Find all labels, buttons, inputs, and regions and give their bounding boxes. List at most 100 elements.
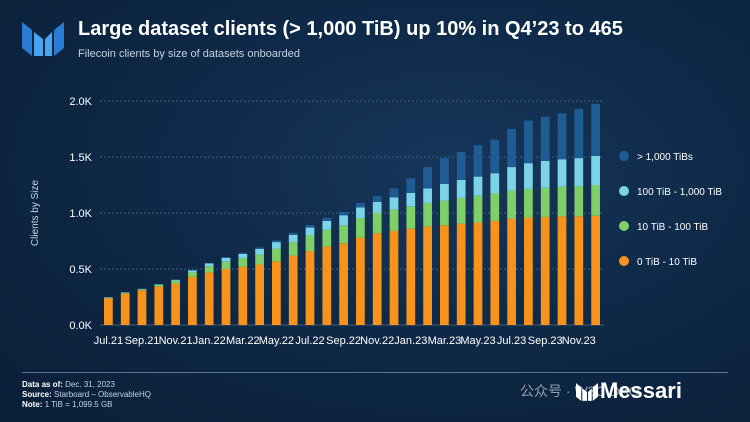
bar-segment — [456, 179, 466, 198]
legend-label: 0 TiB - 10 TiB — [637, 257, 697, 268]
bar-segment — [389, 188, 399, 198]
bar-segment — [339, 211, 348, 216]
bar-segment — [406, 206, 416, 229]
bar-segment — [456, 151, 466, 180]
bar-segment — [188, 270, 197, 273]
bar-segment — [120, 292, 130, 294]
x-tick-label: May.22 — [259, 335, 294, 347]
bar-segment — [524, 120, 533, 164]
bar-segment — [507, 190, 516, 219]
legend-label: 100 TiB - 1,000 TiB — [637, 187, 722, 198]
data-as-of-value: Dec. 31, 2023 — [65, 380, 115, 389]
bar-segment — [120, 292, 130, 293]
bar-segment — [238, 253, 248, 259]
bar-segment — [255, 254, 264, 265]
bar-segment — [372, 213, 382, 234]
bar-segment — [238, 266, 248, 325]
bar-segment — [171, 283, 180, 325]
bar-segment — [473, 222, 483, 325]
stacked-bar-chart: 0.0K 0.5K 1.0K 1.5K 2.0K Clients by Size Jul.2… — [30, 96, 722, 347]
messari-logo-icon — [22, 22, 64, 56]
bar-segment — [204, 263, 214, 267]
y-tick-label: 1.0K — [69, 208, 92, 220]
bar-segment — [389, 230, 399, 325]
bar-segment — [322, 246, 332, 325]
bar-segment — [238, 252, 248, 254]
bar-segment — [272, 248, 281, 262]
bar-segment — [440, 158, 449, 184]
x-tick-label: May.23 — [460, 335, 495, 347]
bar-segment — [272, 240, 281, 243]
source-value: Starboard – ObservableHQ — [54, 390, 151, 399]
y-tick-label: 0.5K — [69, 264, 92, 276]
bar-segment — [372, 233, 382, 325]
legend-swatch — [619, 221, 629, 231]
bar-segment — [490, 139, 500, 174]
bar-segment — [591, 155, 600, 185]
bar-segment — [423, 202, 432, 227]
bar-segment — [440, 183, 449, 201]
bar-segment — [322, 217, 332, 221]
bar-segment — [104, 298, 113, 325]
bar-segment — [591, 103, 600, 156]
bar-segment — [356, 218, 365, 238]
bar-segment — [473, 195, 483, 223]
bar-segment — [188, 272, 197, 277]
bar-segment — [557, 159, 567, 187]
legend-swatch — [619, 151, 629, 161]
bar-segment — [356, 202, 365, 208]
x-tick-label: Mar.22 — [226, 335, 260, 347]
y-tick-label: 0.0K — [69, 320, 92, 332]
bar-segment — [423, 167, 432, 189]
bar-segment — [557, 186, 567, 217]
bar-segment — [255, 247, 264, 249]
bar-segment — [339, 243, 348, 325]
bar-segment — [204, 272, 214, 325]
note-label: Note: — [22, 400, 43, 409]
bar-segment — [339, 225, 348, 244]
bar-segment — [154, 283, 164, 285]
messari-brand-name: Messari — [600, 378, 682, 403]
x-tick-label: Jan.22 — [193, 335, 226, 347]
bar-segment — [574, 108, 584, 159]
bar-segment — [305, 225, 315, 228]
x-tick-label: Jul.21 — [94, 335, 123, 347]
bar-segment — [305, 251, 315, 325]
bar-segment — [356, 207, 365, 219]
chart-subtitle: Filecoin clients by size of datasets onb… — [78, 48, 300, 60]
bar-segment — [171, 280, 180, 284]
bar-segment — [104, 297, 113, 299]
bar-segment — [456, 197, 466, 224]
bar-segment — [272, 261, 281, 325]
note-value: 1 TiB = 1,099.5 GB — [44, 400, 113, 409]
y-tick-label: 2.0K — [69, 96, 92, 108]
x-tick-label: Jan.23 — [394, 335, 427, 347]
bar-segment — [540, 116, 550, 161]
bar-segment — [507, 218, 516, 325]
bar-segment — [574, 186, 584, 217]
bar-segment — [305, 227, 315, 236]
bar-segment — [255, 248, 264, 255]
bar-segment — [137, 288, 147, 290]
bar-segment — [171, 279, 180, 281]
footer-notes: Data as of: Dec. 31, 2023 Source: Starbo… — [22, 380, 151, 410]
bar-segment — [188, 276, 197, 325]
source-label: Source: — [22, 390, 52, 399]
bar-segment — [423, 188, 432, 203]
bar-segment — [104, 297, 113, 298]
bar-segment — [238, 258, 248, 267]
bar-segment — [339, 215, 348, 226]
bar-segment — [524, 188, 533, 218]
bar-segment — [456, 223, 466, 325]
bar-segment — [524, 217, 533, 325]
legend-swatch — [619, 256, 629, 266]
bar-segment — [372, 196, 382, 202]
bar-segment — [406, 192, 416, 207]
legend-label: > 1,000 TiBs — [637, 152, 693, 163]
bar-segment — [154, 286, 164, 325]
bar-segment — [171, 279, 180, 280]
bar-segment — [137, 290, 147, 325]
messari-brand-icon — [576, 383, 598, 401]
bar-segment — [423, 226, 432, 325]
x-tick-label: Nov.22 — [360, 335, 394, 347]
